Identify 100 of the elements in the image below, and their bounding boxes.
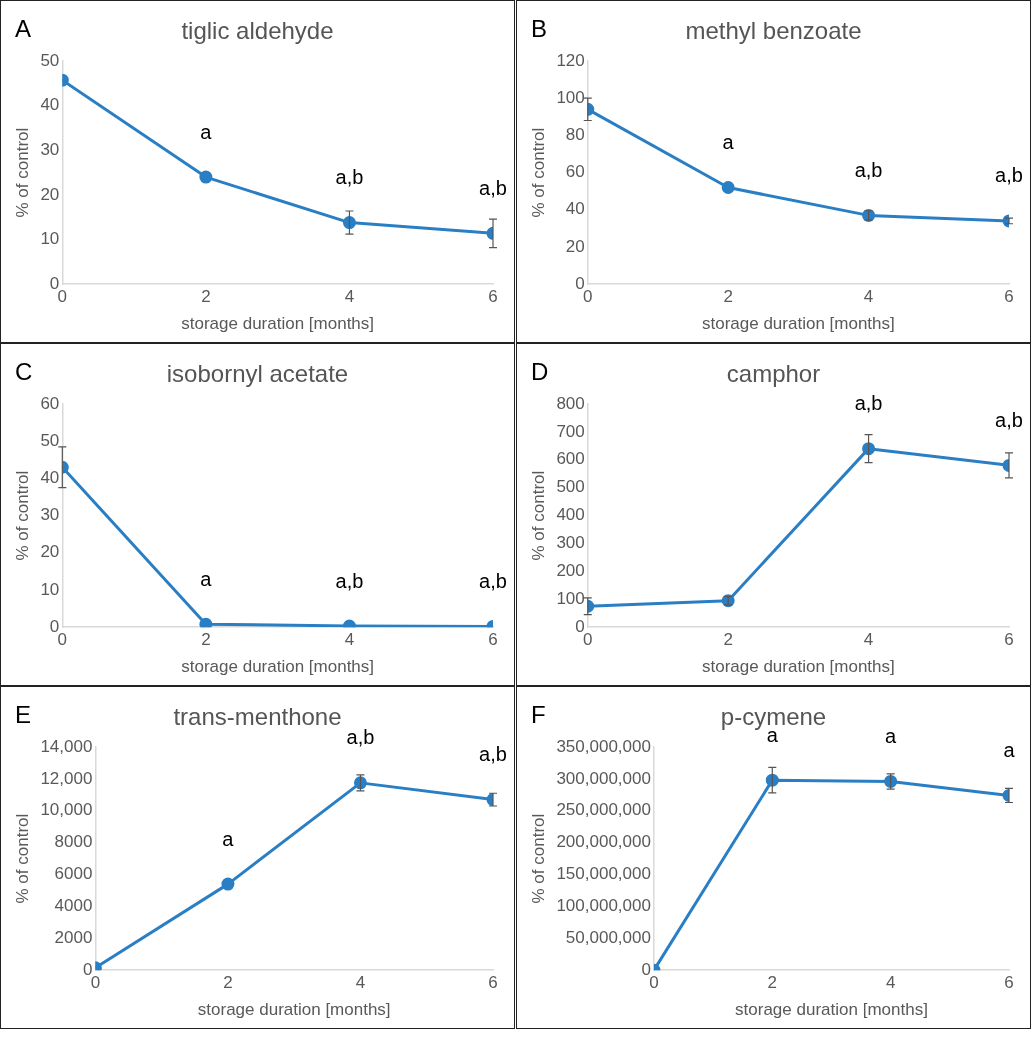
y-tick-label: 350,000,000 bbox=[556, 736, 651, 756]
y-tick-label: 0 bbox=[49, 273, 60, 293]
annotation: a,b bbox=[854, 158, 883, 181]
x-tick-label: 4 bbox=[863, 287, 874, 307]
y-tick-label: 80 bbox=[565, 125, 585, 145]
annotation: a,b bbox=[335, 166, 364, 189]
x-tick-label: 6 bbox=[488, 630, 498, 650]
y-tick-label: 700 bbox=[556, 421, 585, 441]
y-tick-label: 600 bbox=[556, 449, 585, 469]
x-tick-label: 4 bbox=[344, 630, 355, 650]
y-tick-label: 60 bbox=[565, 162, 585, 182]
y-tick-label: 0 bbox=[49, 616, 60, 636]
x-tick-label: 2 bbox=[723, 630, 733, 650]
y-axis-title: % of control bbox=[528, 127, 548, 218]
y-tick-label: 0 bbox=[575, 616, 585, 636]
y-tick-label: 10 bbox=[40, 229, 60, 249]
y-tick-label: 12,000 bbox=[40, 768, 93, 788]
y-tick-label: 250,000,000 bbox=[556, 800, 651, 820]
x-tick-label: 2 bbox=[767, 973, 778, 993]
y-tick-label: 300 bbox=[556, 533, 585, 553]
y-tick-label: 40 bbox=[40, 95, 60, 115]
y-tick-label: 800 bbox=[556, 393, 585, 413]
x-tick-label: 4 bbox=[885, 973, 896, 993]
text: D bbox=[531, 358, 549, 386]
y-tick-label: 200 bbox=[556, 561, 585, 581]
y-tick-label: 20 bbox=[40, 184, 60, 204]
annotation: a bbox=[885, 724, 898, 747]
chart-title: isobornyl acetate bbox=[166, 360, 349, 387]
y-tick-label: 400 bbox=[556, 505, 585, 525]
y-tick-label: 0 bbox=[82, 959, 93, 979]
y-tick-label: 30 bbox=[40, 139, 60, 159]
y-axis-title: % of control bbox=[12, 127, 32, 218]
y-tick-label: 10 bbox=[40, 579, 60, 599]
y-tick-label: 50 bbox=[40, 430, 60, 450]
annotation: a bbox=[222, 827, 235, 850]
x-tick-label: 6 bbox=[488, 287, 498, 307]
annotation: a,b bbox=[335, 569, 364, 592]
annotation: a,b bbox=[479, 743, 507, 766]
y-tick-label: 40 bbox=[40, 468, 60, 488]
x-axis-title: storage duration [months] bbox=[701, 314, 895, 334]
y-tick-label: 100 bbox=[556, 87, 585, 107]
y-tick-label: 2000 bbox=[54, 928, 93, 947]
y-tick-label: 40 bbox=[565, 199, 585, 219]
x-tick-label: 2 bbox=[201, 630, 211, 650]
y-tick-label: 50 bbox=[40, 50, 60, 70]
point bbox=[221, 877, 235, 891]
text: F bbox=[531, 701, 546, 729]
y-tick-label: 120 bbox=[556, 50, 585, 70]
x-tick-label: 4 bbox=[344, 287, 355, 307]
x-tick-label: 6 bbox=[488, 973, 498, 993]
text: E bbox=[15, 701, 32, 729]
y-tick-label: 300,000,000 bbox=[556, 768, 651, 788]
y-tick-label: 14,000 bbox=[40, 736, 93, 756]
chart-title: tiglic aldehyde bbox=[181, 17, 334, 44]
y-axis-title: % of control bbox=[528, 470, 548, 561]
x-axis-title: storage duration [months] bbox=[197, 1000, 391, 1020]
x-tick-label: 6 bbox=[1004, 630, 1014, 650]
x-tick-label: 2 bbox=[223, 973, 233, 993]
y-tick-label: 60 bbox=[40, 393, 60, 413]
annotation: a bbox=[722, 131, 735, 153]
y-tick-label: 100 bbox=[556, 588, 585, 608]
y-tick-label: 8000 bbox=[54, 832, 93, 852]
annotation: a bbox=[200, 567, 213, 590]
y-tick-label: 100,000,000 bbox=[556, 896, 651, 916]
y-tick-label: 500 bbox=[556, 477, 585, 497]
annotation: a,b bbox=[995, 164, 1023, 187]
y-tick-label: 50,000,000 bbox=[565, 928, 651, 947]
y-axis-title: % of control bbox=[12, 470, 32, 561]
point bbox=[721, 180, 735, 194]
chart-title: methyl benzoate bbox=[685, 17, 862, 44]
x-axis-title: storage duration [months] bbox=[181, 657, 375, 677]
x-axis-title: storage duration [months] bbox=[735, 1000, 928, 1020]
y-tick-label: 4000 bbox=[54, 896, 93, 916]
y-tick-label: 0 bbox=[641, 959, 651, 979]
x-tick-label: 6 bbox=[1004, 287, 1014, 307]
x-axis-title: storage duration [months] bbox=[701, 657, 895, 677]
chart-title: trans-menthone bbox=[173, 703, 342, 730]
annotation: a bbox=[1003, 738, 1016, 761]
x-tick-label: 2 bbox=[723, 287, 733, 307]
x-tick-label: 4 bbox=[863, 630, 874, 650]
x-tick-label: 6 bbox=[1004, 973, 1014, 993]
text: A bbox=[15, 15, 32, 43]
chart-title: camphor bbox=[726, 360, 821, 387]
y-tick-label: 200,000,000 bbox=[556, 832, 651, 852]
text: C bbox=[15, 358, 33, 386]
annotation: a bbox=[200, 120, 213, 143]
y-axis-title: % of control bbox=[528, 813, 548, 904]
text: B bbox=[531, 15, 548, 43]
annotation: a,b bbox=[479, 176, 507, 199]
y-tick-label: 30 bbox=[40, 505, 60, 525]
y-tick-label: 150,000,000 bbox=[556, 864, 651, 884]
x-tick-label: 4 bbox=[355, 973, 366, 993]
x-axis-title: storage duration [months] bbox=[181, 314, 375, 334]
y-axis-title: % of control bbox=[12, 813, 32, 904]
y-tick-label: 6000 bbox=[54, 864, 93, 884]
annotation: a,b bbox=[479, 569, 507, 592]
annotation: a,b bbox=[346, 726, 375, 749]
annotation: a,b bbox=[854, 392, 883, 415]
y-tick-label: 20 bbox=[565, 236, 585, 256]
annotation: a,b bbox=[995, 408, 1023, 431]
